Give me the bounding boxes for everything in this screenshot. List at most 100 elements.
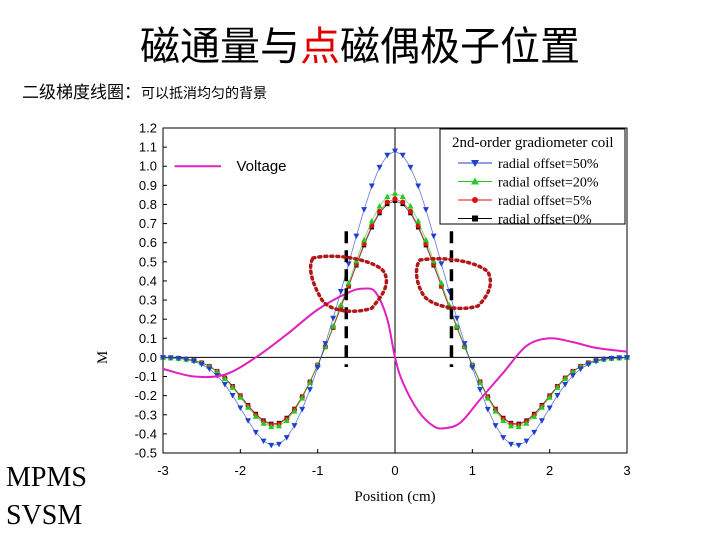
y-tick-label: 1.2 <box>139 121 157 136</box>
data-point-50pct <box>314 365 321 371</box>
data-point-50pct <box>198 361 205 368</box>
data-point-50pct <box>554 393 561 399</box>
data-point-20pct <box>422 236 429 243</box>
data-point-50pct <box>569 373 576 379</box>
data-point-50pct <box>353 233 360 240</box>
data-point-20pct <box>283 417 290 424</box>
data-point-50pct <box>508 441 514 448</box>
data-point-20pct <box>515 423 522 430</box>
voltage-curve <box>162 287 628 430</box>
data-point-20pct <box>245 404 252 410</box>
data-point-50pct <box>252 429 259 436</box>
data-point-50pct <box>500 435 507 441</box>
data-point-50pct <box>616 355 623 361</box>
data-point-50pct <box>268 442 275 449</box>
y-tick-label: 0.2 <box>139 312 157 327</box>
data-point-50pct <box>438 261 445 267</box>
data-point-50pct <box>492 423 499 429</box>
data-point-50pct <box>175 355 182 362</box>
dotted-loop-left <box>308 254 389 314</box>
legend-marker <box>471 160 479 167</box>
legend-entry: radial offset=5% <box>498 194 592 209</box>
legend-entry: radial offset=50% <box>498 157 599 172</box>
data-point-50pct <box>376 164 383 171</box>
x-tick-label: -2 <box>235 463 247 478</box>
data-point-50pct <box>600 357 607 363</box>
data-point-20pct <box>415 217 422 224</box>
y-tick-label: -0.2 <box>135 388 157 403</box>
legend-box <box>439 128 626 225</box>
data-point-20pct <box>221 375 228 382</box>
data-point-50pct <box>422 207 429 213</box>
title-part-2: 磁偶极子位置 <box>340 24 580 70</box>
data-point-20pct <box>252 413 259 419</box>
data-point-50pct <box>361 207 368 213</box>
data-point-20pct <box>399 193 406 199</box>
y-tick-label: 0.1 <box>139 331 157 346</box>
data-point-50pct <box>245 418 252 424</box>
data-point-20pct <box>477 379 484 386</box>
y-tick-label: 1.1 <box>139 140 157 155</box>
data-point-50pct <box>453 315 460 322</box>
data-point-50pct <box>469 365 476 371</box>
data-point-50pct <box>624 355 630 361</box>
data-point-20pct <box>531 413 538 419</box>
data-point-20pct <box>361 236 368 243</box>
data-point-50pct <box>206 366 213 373</box>
x-axis-label: Position (cm) <box>354 489 435 505</box>
subtitle-note: 可以抵消均匀的背景 <box>141 86 267 102</box>
legend-entry: radial offset=0% <box>498 213 592 228</box>
data-point-50pct <box>322 341 329 347</box>
data-point-20pct <box>554 384 561 390</box>
data-point-50pct <box>260 438 267 445</box>
data-point-20pct <box>291 408 298 414</box>
data-point-20pct <box>538 404 545 410</box>
data-point-50pct <box>167 355 174 361</box>
data-point-20pct <box>299 395 306 401</box>
data-point-5pct <box>376 208 383 214</box>
data-point-20pct <box>330 323 337 329</box>
data-point-20pct <box>546 394 553 400</box>
data-point-20pct <box>214 368 221 375</box>
data-point-50pct <box>415 183 422 190</box>
x-tick-label: 2 <box>546 463 553 478</box>
data-point-20pct <box>407 203 414 209</box>
side-label-mpms: MPMS <box>6 462 87 493</box>
y-tick-label: -0.3 <box>135 407 157 422</box>
data-point-50pct <box>407 164 414 171</box>
data-point-20pct <box>376 203 383 209</box>
data-point-20pct <box>492 408 499 414</box>
x-tick-label: 0 <box>391 463 398 478</box>
x-tick-label: 1 <box>469 463 476 478</box>
data-point-50pct <box>577 366 584 373</box>
data-point-50pct <box>345 261 352 267</box>
slide-subtitle: 二级梯度线圈：可以抵消均匀的背景 <box>22 78 267 103</box>
data-point-50pct <box>384 152 391 159</box>
dotted-loop-right <box>414 256 493 311</box>
data-point-20pct <box>306 379 313 386</box>
data-point-20pct <box>229 384 236 390</box>
data-point-50pct <box>221 382 228 388</box>
data-point-50pct <box>330 315 337 322</box>
y-tick-label: -0.4 <box>135 426 157 441</box>
data-point-50pct <box>585 361 592 368</box>
x-tick-label: -3 <box>157 463 169 478</box>
y-tick-label: -0.5 <box>135 446 157 461</box>
legend-marker <box>472 197 478 203</box>
data-point-20pct <box>368 217 375 224</box>
slide-title: 磁通量与点磁偶极子位置 <box>0 14 720 72</box>
subtitle-main: 二级梯度线圈： <box>22 83 141 103</box>
data-point-50pct <box>515 442 522 449</box>
title-part-1: 磁通量与 <box>140 24 300 70</box>
data-point-50pct <box>276 441 282 448</box>
data-point-20pct <box>345 279 352 286</box>
y-tick-label: -0.1 <box>135 369 157 384</box>
legend-title: 2nd-order gradiometer coil <box>452 135 614 151</box>
data-point-5pct <box>400 199 406 205</box>
data-point-50pct <box>538 418 545 424</box>
data-point-50pct <box>546 405 553 411</box>
data-point-5pct <box>392 196 398 202</box>
data-point-20pct <box>569 368 576 375</box>
data-point-20pct <box>562 375 569 382</box>
data-point-50pct <box>608 355 615 362</box>
